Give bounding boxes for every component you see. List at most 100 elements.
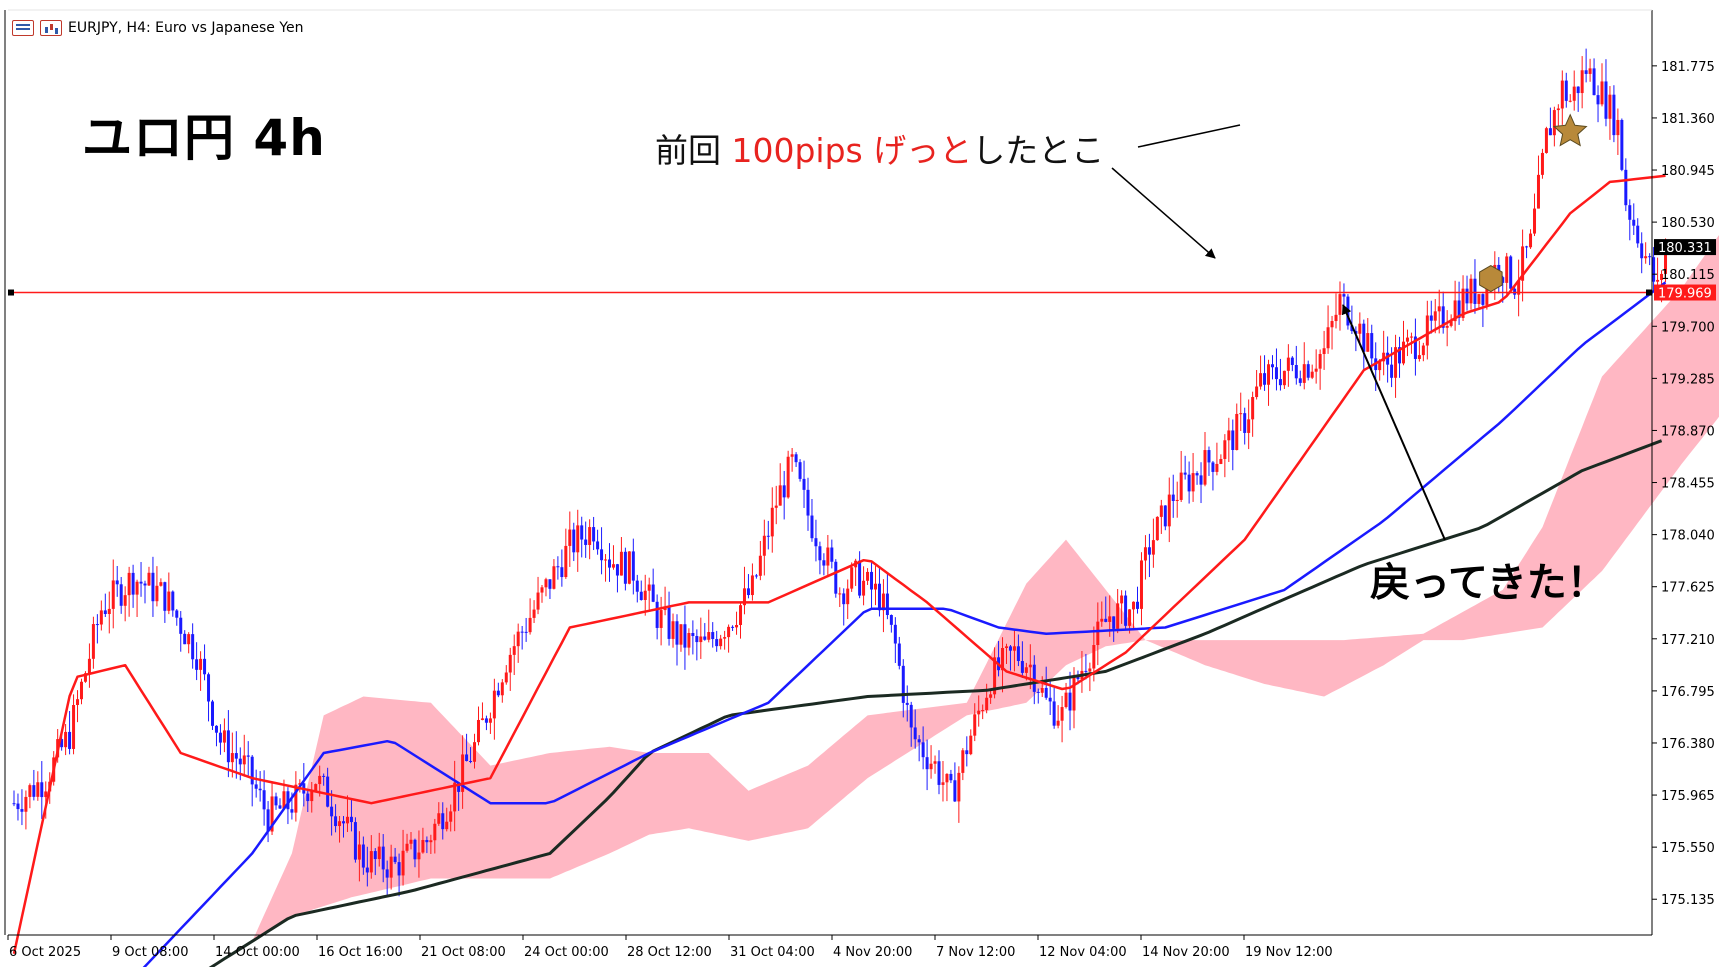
menu-list-icon[interactable] [12,20,34,36]
candle [1421,342,1425,362]
candle-body [727,626,731,638]
candle-body [1195,473,1199,476]
candle [1290,356,1294,372]
candle-body [234,753,238,759]
candle-body [147,572,151,586]
candle-body [1620,119,1624,170]
candle-body [1540,152,1544,175]
candle [572,522,576,562]
candle-body [1533,208,1537,234]
candle [326,767,330,808]
candle-body [568,529,572,546]
chart-window-icon[interactable] [40,20,62,36]
candle-body [1096,621,1100,646]
candle-body [1338,294,1342,315]
horizontal-line[interactable] [8,289,1652,296]
candle [218,724,222,755]
candle [814,519,818,562]
candle-body [1092,645,1096,669]
candle-body [417,852,421,860]
candle [199,651,203,691]
candle-body [687,632,691,648]
candle-body [1588,68,1592,74]
candle-body [254,784,258,789]
candle-body [1536,174,1540,209]
candle [897,636,901,670]
candle-body [786,456,790,498]
candle-body [1136,601,1140,609]
candle [933,755,937,774]
candle-body [1147,547,1151,555]
candle [500,679,504,703]
candle [1124,590,1128,630]
candle [604,554,608,582]
hline-handle-left [8,289,14,296]
candle [1394,334,1398,398]
y-tick-label: 181.775 [1661,60,1715,75]
candle [445,807,449,832]
candle-body [409,839,413,844]
candle-body [1473,278,1477,304]
candle [1517,259,1521,317]
candle [750,563,754,601]
candle-body [1568,100,1572,102]
candle [1251,391,1255,437]
candle-body [1509,256,1513,289]
candle-body [794,454,798,463]
note-highlight: 100pips げっと [731,131,973,170]
candle-body [707,632,711,640]
candle [405,833,409,853]
candle [953,762,957,802]
candle [1429,300,1433,334]
candle-body [262,790,266,810]
y-tick-label: 180.530 [1661,216,1715,231]
candle-body [683,624,687,648]
candle-body [1314,368,1318,372]
candle-body [933,761,937,764]
candle-body [68,731,72,749]
candle-body [806,489,810,516]
candle [429,834,433,854]
cloud-segment [252,235,1719,942]
candle [977,695,981,727]
candle-body [1628,205,1632,220]
candle [357,831,361,882]
candle [1366,318,1370,352]
candle-body [1167,494,1171,527]
candle [826,534,830,578]
candle [262,770,266,826]
candle-body [1207,450,1211,463]
candle [1529,229,1533,249]
candle [1100,601,1104,627]
candle [834,559,838,598]
candle [187,632,191,654]
candle-body [1243,413,1247,433]
candle-body [242,755,246,765]
candle [131,564,135,608]
candle [473,733,477,769]
candle [989,689,993,704]
candle-body [1394,347,1398,378]
candle-body [1552,110,1556,136]
line-price-label: 179.969 [1658,287,1712,302]
candle [1405,329,1409,357]
candle [758,540,762,581]
candle [806,477,810,531]
candle [99,600,103,631]
candle-body [349,816,353,823]
candle-body [873,583,877,590]
candle [1318,349,1322,390]
candle [1473,259,1477,314]
candle [1282,370,1286,389]
candle-body [361,844,365,868]
candle-body [163,582,167,611]
candle-body [1366,333,1370,352]
candle [342,816,346,838]
candle [433,818,437,854]
candle [393,847,397,865]
candle [345,795,349,833]
candle-body [941,782,945,785]
candle-body [552,566,556,589]
candle-body [123,595,127,606]
